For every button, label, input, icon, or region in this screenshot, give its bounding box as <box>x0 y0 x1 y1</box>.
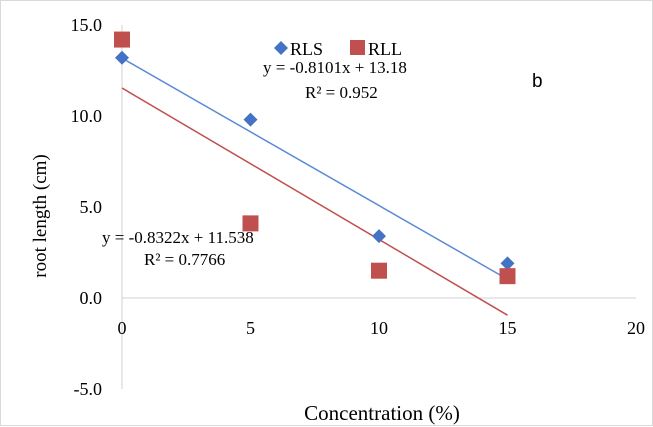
legend-marker-rll <box>350 40 365 55</box>
legend: RLS RLL <box>274 39 402 59</box>
trendline-rls <box>121 57 508 280</box>
x-tick-label: 0 <box>118 318 127 338</box>
y-tick-labels: -5.0 0.0 5.0 10.0 15.0 <box>71 15 103 399</box>
y-tick-label: 15.0 <box>71 15 103 35</box>
y-tick-label: 5.0 <box>80 197 103 217</box>
trendlines <box>121 57 508 316</box>
legend-label-rll: RLL <box>368 39 402 59</box>
legend-label-rls: RLS <box>290 39 323 59</box>
trendline-rll <box>121 87 508 316</box>
x-axis-label: Concentration (%) <box>304 401 460 425</box>
point-rls <box>243 112 258 127</box>
y-tick-label: -5.0 <box>74 379 103 399</box>
legend-marker-rls <box>274 41 288 55</box>
point-rll <box>242 215 259 232</box>
point-rll <box>371 262 387 279</box>
data-points <box>114 31 516 285</box>
x-tick-label: 10 <box>370 318 388 338</box>
point-rls <box>115 50 129 65</box>
point-rll <box>114 31 130 48</box>
point-rll <box>499 268 516 285</box>
rls-r-squared: R² = 0.952 <box>305 83 378 102</box>
x-tick-labels: 0 5 10 15 20 <box>118 318 646 338</box>
y-tick-label: 0.0 <box>80 288 103 308</box>
x-tick-label: 20 <box>627 318 645 338</box>
axes <box>121 25 636 389</box>
panel-label: b <box>532 71 543 92</box>
x-tick-label: 15 <box>499 318 517 338</box>
rll-equation: y = -0.8322x + 11.538 <box>102 228 254 247</box>
y-tick-label: 10.0 <box>71 106 103 126</box>
point-rls <box>500 256 515 271</box>
point-rls <box>372 229 386 244</box>
rls-equation: y = -0.8101x + 13.18 <box>263 58 407 77</box>
y-axis-label: root length (cm) <box>30 154 51 277</box>
x-tick-label: 5 <box>246 318 255 338</box>
rll-r-squared: R² = 0.7766 <box>144 250 225 269</box>
